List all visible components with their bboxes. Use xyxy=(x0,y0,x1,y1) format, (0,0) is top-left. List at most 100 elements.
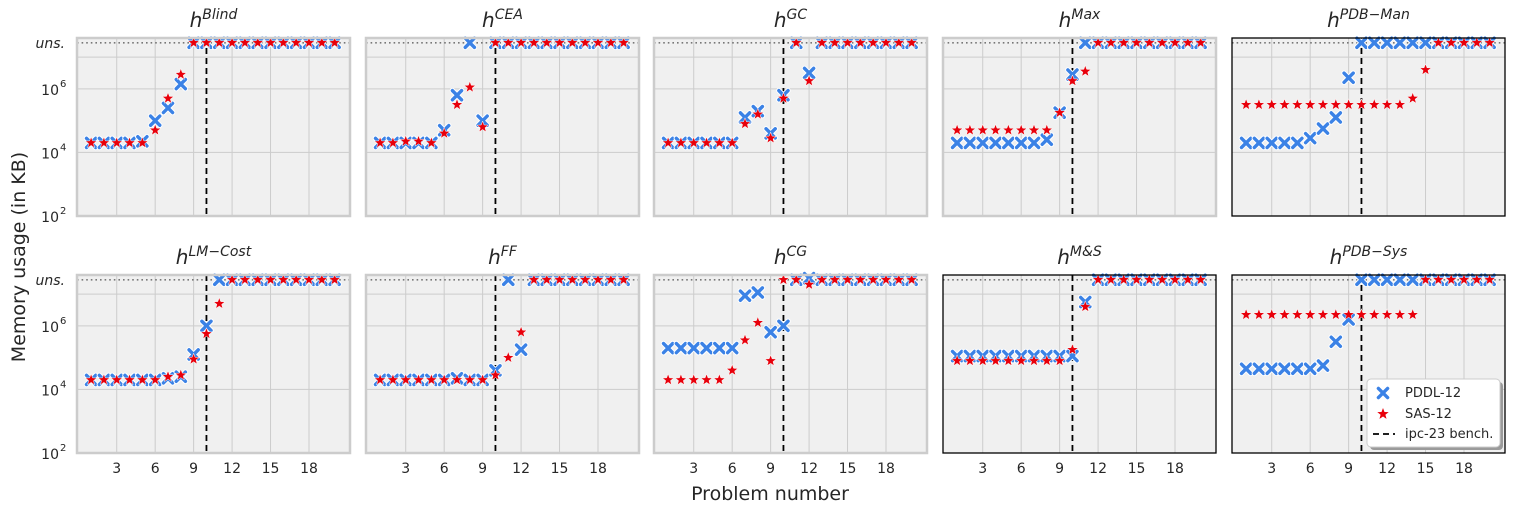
sas-point xyxy=(527,36,541,49)
panel-background xyxy=(654,38,927,216)
y-tick-exponent: 2 xyxy=(60,443,66,454)
panel-background xyxy=(77,38,350,216)
x-tick-label: 6 xyxy=(728,461,737,477)
sas-point xyxy=(225,273,239,286)
sas-point xyxy=(1001,354,1015,367)
sas-point xyxy=(315,36,329,49)
sas-point xyxy=(437,126,451,139)
sas-point xyxy=(1444,36,1458,49)
y-tick-exponent: 6 xyxy=(60,316,66,327)
sas-point xyxy=(1329,308,1343,321)
sas-point xyxy=(200,36,213,49)
sas-point xyxy=(1091,36,1105,49)
x-axis-label: Problem number xyxy=(691,483,849,505)
x-tick-label: 15 xyxy=(551,461,569,477)
pddl-point xyxy=(674,341,688,355)
sas-point xyxy=(1194,273,1208,286)
panel-title: hCEA xyxy=(482,7,523,32)
sas-point xyxy=(463,373,477,386)
sas-point xyxy=(540,273,554,286)
sas-point xyxy=(950,354,964,367)
pddl-point xyxy=(1278,362,1291,376)
x-tick-label: 12 xyxy=(1089,461,1107,477)
sas-point xyxy=(1265,98,1279,111)
sas-point xyxy=(661,136,675,149)
sas-point xyxy=(463,80,477,93)
sas-point xyxy=(661,373,675,386)
panel-title: hGC xyxy=(774,7,808,32)
sas-point xyxy=(1104,36,1118,49)
sas-point xyxy=(1278,98,1291,111)
sas-point xyxy=(802,277,816,290)
x-tick-label: 9 xyxy=(478,461,487,477)
pddl-point xyxy=(1002,136,1015,150)
sas-point xyxy=(476,373,490,386)
sas-point xyxy=(412,373,425,386)
sas-point xyxy=(989,354,1002,367)
sas-point xyxy=(751,315,765,329)
y-tick-exponent: 4 xyxy=(60,142,66,153)
pddl-point xyxy=(1303,131,1317,145)
sas-point xyxy=(591,36,605,49)
y-tick-label: 10 xyxy=(41,83,59,99)
sas-point xyxy=(276,273,290,286)
sas-point xyxy=(251,273,265,286)
sas-point xyxy=(892,273,906,286)
sas-point xyxy=(578,273,592,286)
pddl-point xyxy=(1252,362,1266,376)
pddl-point xyxy=(1078,36,1092,50)
sas-point xyxy=(802,74,816,87)
panel: hPDB−Sys 3 6 9 12 15 18 PDDL-12 SAS-12 ipc-23 ben… xyxy=(1231,244,1506,477)
pddl-point xyxy=(1329,335,1343,349)
sas-point xyxy=(437,373,451,386)
y-axis-label: Memory usage (in KB) xyxy=(8,152,30,362)
sas-point xyxy=(328,36,342,49)
y-tick-label: 10 xyxy=(41,210,59,226)
sas-point xyxy=(1457,36,1471,49)
legend-box xyxy=(1366,378,1501,448)
panel-title: hPDB−Sys xyxy=(1330,244,1408,269)
panel: hPDB−Man xyxy=(1231,7,1506,217)
panel-frame xyxy=(1231,274,1506,454)
sas-point xyxy=(1419,63,1432,76)
sas-point xyxy=(1014,123,1028,136)
pddl-point xyxy=(1419,36,1432,50)
sas-point xyxy=(1078,64,1092,77)
panel: hCG 3 6 9 12 15 18 xyxy=(652,244,929,477)
pddl-point xyxy=(713,341,726,355)
panel-frame xyxy=(364,273,641,455)
x-tick-label: 18 xyxy=(300,461,318,477)
legend-pddl-label: PDDL-12 xyxy=(1405,386,1461,401)
sas-point xyxy=(238,273,252,286)
sas-point xyxy=(1419,273,1432,286)
sas-point xyxy=(1014,354,1028,367)
panel-frame xyxy=(652,36,929,218)
sas-point xyxy=(1367,308,1381,321)
sas-point xyxy=(110,373,124,386)
sas-point xyxy=(674,136,688,149)
sas-point xyxy=(1303,98,1317,111)
pddl-point xyxy=(989,136,1002,150)
sas-point xyxy=(399,373,413,386)
pddl-point xyxy=(950,136,964,150)
sas-point xyxy=(1155,273,1169,286)
x-tick-label: 15 xyxy=(262,461,280,477)
sas-point xyxy=(841,273,854,286)
pddl-point xyxy=(1393,36,1407,50)
sas-point xyxy=(738,333,752,346)
sas-point xyxy=(950,123,964,136)
sas-point xyxy=(302,36,316,49)
panel-title: hLM−Cost xyxy=(176,244,252,269)
sas-point xyxy=(501,36,515,49)
pddl-point xyxy=(1393,273,1407,287)
pddl-point xyxy=(1329,111,1343,124)
panel-title: hBlind xyxy=(190,7,238,32)
sas-point xyxy=(1168,273,1182,286)
pddl-point xyxy=(1367,36,1381,50)
pddl-point xyxy=(1291,136,1304,150)
x-tick-label: 9 xyxy=(1344,461,1353,477)
sas-point xyxy=(84,373,98,386)
pddl-point xyxy=(1014,136,1028,150)
sas-point xyxy=(123,136,136,149)
